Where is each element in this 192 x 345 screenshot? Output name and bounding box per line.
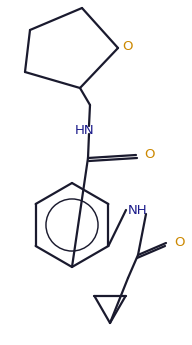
Text: NH: NH bbox=[128, 204, 148, 217]
Text: O: O bbox=[144, 148, 155, 161]
Text: HN: HN bbox=[75, 124, 95, 137]
Text: O: O bbox=[122, 39, 132, 52]
Text: O: O bbox=[174, 237, 185, 249]
